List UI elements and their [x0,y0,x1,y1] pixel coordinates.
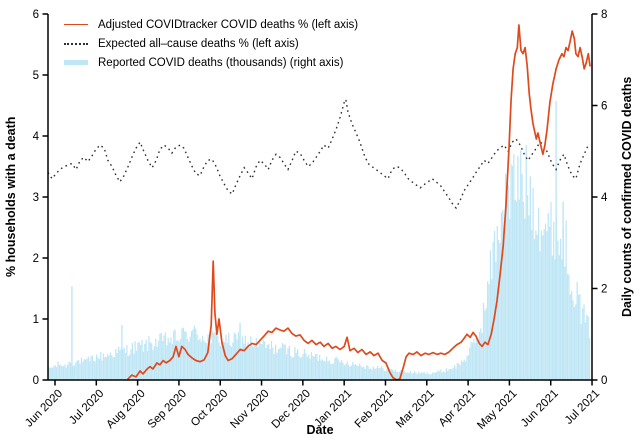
y-right-tick-label: 8 [601,9,607,21]
y-left-tick-label: 0 [33,375,39,387]
expected-all-cause-deaths-line [47,97,589,210]
reported-deaths-spike [121,325,123,380]
y-left-tick-label: 2 [33,253,39,265]
legend-label: Reported COVID deaths (thousands) (right… [98,56,344,69]
y-left-tick-label: 5 [33,70,39,82]
legend-item-adjusted-covidtracker: Adjusted COVIDtracker COVID deaths % (le… [64,15,358,34]
right-axis-title: Daily counts of confirmed COVID deaths [620,76,634,318]
y-left-tick-label: 4 [33,131,40,143]
reported-covid-deaths-area [47,100,591,381]
legend-item-expected-all-cause: Expected all–cause deaths % (left axis) [64,34,358,53]
legend-label: Expected all–cause deaths % (left axis) [98,37,299,50]
x-tick-label: Jul 2020 [67,388,106,427]
reported-deaths-spike [562,201,564,380]
left-axis-title: % households with a death [4,116,18,278]
y-right-tick-label: 4 [601,192,608,204]
reported-deaths-spike [239,322,241,380]
y-right-tick-label: 0 [601,375,607,387]
legend: Adjusted COVIDtracker COVID deaths % (le… [64,15,358,72]
reported-deaths-spike [555,100,557,381]
area-swatch [64,60,88,65]
y-left-tick-label: 6 [33,9,39,21]
dotted-line-swatch [64,42,88,45]
legend-item-reported-covid-deaths: Reported COVID deaths (thousands) (right… [64,53,358,72]
x-axis-title: Date [306,423,334,437]
x-tick-label: Jul 2021 [563,388,602,427]
adjusted-covidtracker-deaths-line [127,24,591,381]
y-left-tick-label: 3 [33,192,39,204]
y-right-tick-label: 2 [601,284,607,296]
axes [42,13,598,386]
y-right-tick-label: 6 [601,101,607,113]
y-left-tick-label: 1 [33,314,39,326]
solid-line-swatch [64,24,88,25]
reported-deaths-spike [71,286,73,380]
legend-label: Adjusted COVIDtracker COVID deaths % (le… [98,18,359,31]
